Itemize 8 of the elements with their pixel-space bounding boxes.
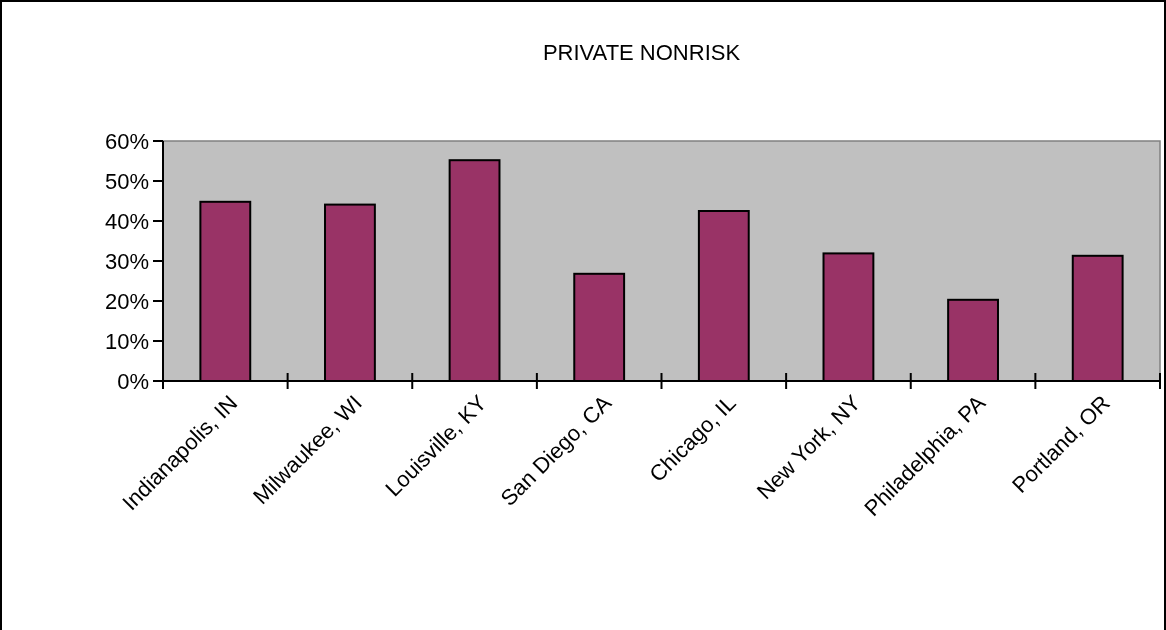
y-tick-label: 40% <box>104 208 149 234</box>
y-tick-label: 0% <box>117 368 149 394</box>
y-tick-label: 20% <box>104 288 149 314</box>
y-tick-label: 10% <box>104 328 149 354</box>
y-tick-label: 50% <box>104 168 149 194</box>
y-tick-label: 30% <box>104 248 149 274</box>
y-tick-label: 60% <box>104 128 149 154</box>
chart-title: PRIVATE NONRISK <box>542 40 741 65</box>
